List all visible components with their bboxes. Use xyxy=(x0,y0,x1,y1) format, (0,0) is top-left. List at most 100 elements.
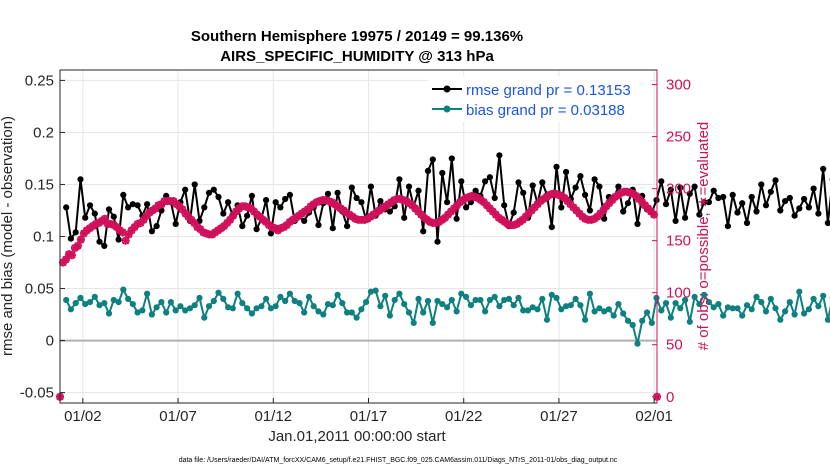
series-0-point-0 xyxy=(63,204,70,211)
series-0-point-86 xyxy=(472,187,479,194)
series-0-point-39 xyxy=(248,192,255,199)
series-0-point-50 xyxy=(301,217,308,224)
series-1-point-38 xyxy=(244,305,251,312)
series-0-point-45 xyxy=(277,204,284,211)
series-1-point-85 xyxy=(467,302,474,309)
series-1-point-100 xyxy=(539,295,546,302)
legend-rmse-label: rmse grand pr = 0.13153 xyxy=(466,82,631,99)
series-0-point-55 xyxy=(324,190,332,197)
series-1-point-67 xyxy=(382,292,389,299)
series-1-point-86 xyxy=(472,296,479,304)
series-1-point-136 xyxy=(710,304,717,311)
series-1-point-6 xyxy=(91,293,98,300)
series-0-point-110 xyxy=(586,207,594,214)
series-1-point-68 xyxy=(386,312,393,319)
series-1-point-20 xyxy=(158,299,165,306)
series-1-point-5 xyxy=(86,299,94,306)
series-1-point-2 xyxy=(72,300,79,307)
series-1-point-130 xyxy=(682,296,689,304)
series-1-point-50 xyxy=(301,309,308,316)
series-0-point-66 xyxy=(377,198,384,205)
series-1-point-0 xyxy=(63,296,70,304)
series-1-point-59 xyxy=(344,309,351,316)
series-1-point-56 xyxy=(329,302,336,309)
series-1-point-45 xyxy=(277,293,284,300)
x-tick-label-2: 01/12 xyxy=(255,408,293,425)
series-0-point-139 xyxy=(724,223,732,230)
series-1-point-142 xyxy=(739,312,746,319)
obs-evaluated-22 xyxy=(121,236,130,245)
series-0-point-133 xyxy=(696,211,703,218)
series-0-point-12 xyxy=(120,191,127,198)
x-tick-label-5: 01/27 xyxy=(540,408,578,425)
series-0-point-132 xyxy=(691,183,698,190)
data-file-footnote: data file: /Users/raeder/DAI/ATM_forcXX/… xyxy=(179,457,618,464)
series-0-point-17 xyxy=(144,201,151,208)
y-right-tick-label-5: 250 xyxy=(666,129,691,146)
series-0-point-4 xyxy=(82,214,89,221)
series-0-point-11 xyxy=(115,236,122,243)
series-0-point-80 xyxy=(444,199,451,206)
series-0-point-42 xyxy=(263,197,270,204)
series-0-point-160 xyxy=(824,219,830,227)
series-0-point-43 xyxy=(267,230,274,237)
series-1-point-101 xyxy=(543,316,551,323)
series-0-point-134 xyxy=(701,199,708,206)
series-1-point-42 xyxy=(263,295,270,302)
series-1-point-132 xyxy=(691,293,698,300)
series-1-point-143 xyxy=(743,302,751,309)
series-0-point-30 xyxy=(205,189,213,196)
series-1-point-47 xyxy=(286,290,293,297)
series-1-point-66 xyxy=(377,303,384,310)
series-0-point-84 xyxy=(463,204,470,211)
series-1-point-127 xyxy=(667,314,674,321)
obs-evaluated-23 xyxy=(124,230,133,239)
series-0-point-95 xyxy=(515,179,522,186)
series-0-point-107 xyxy=(572,184,579,191)
series-1-point-155 xyxy=(801,310,808,317)
series-1-point-148 xyxy=(767,295,774,302)
series-1-point-24 xyxy=(177,303,184,310)
obs-evaluated-15 xyxy=(100,214,109,223)
series-0-point-59 xyxy=(344,223,351,230)
series-1-point-35 xyxy=(229,305,236,312)
series-1-point-102 xyxy=(548,291,555,298)
x-tick-label-3: 01/17 xyxy=(350,408,388,425)
series-1-point-19 xyxy=(153,304,160,311)
series-1-point-121 xyxy=(639,317,646,324)
series-0-point-92 xyxy=(501,202,508,209)
series-0-point-111 xyxy=(591,176,598,183)
series-1-point-28 xyxy=(196,294,203,301)
series-1-point-146 xyxy=(758,299,765,306)
series-1-point-89 xyxy=(486,296,493,304)
series-1-point-156 xyxy=(805,306,813,313)
series-0-point-128 xyxy=(672,217,679,224)
series-1-point-11 xyxy=(115,299,122,306)
series-0-point-60 xyxy=(348,184,355,191)
series-0-point-81 xyxy=(448,155,455,162)
y-right-tick-label-0: 0 xyxy=(666,389,674,406)
series-1-point-108 xyxy=(577,302,584,309)
series-1-point-23 xyxy=(172,307,179,314)
series-1-point-52 xyxy=(310,303,317,310)
series-1-point-22 xyxy=(167,299,174,306)
series-0-point-9 xyxy=(105,206,113,213)
series-0-point-98 xyxy=(529,182,536,189)
series-1-point-32 xyxy=(215,289,222,296)
series-0-point-138 xyxy=(720,193,727,201)
legend-box xyxy=(428,76,650,122)
series-0-point-143 xyxy=(743,219,751,227)
chart-title: Southern Hemisphere 19975 / 20149 = 99.1… xyxy=(191,28,523,45)
series-1-point-110 xyxy=(586,290,594,297)
legend-rmse-marker xyxy=(443,85,451,93)
x-tick-label-0: 01/02 xyxy=(64,408,102,425)
series-1-point-53 xyxy=(315,308,322,315)
series-0-point-25 xyxy=(182,186,189,193)
series-1-point-150 xyxy=(777,316,784,323)
series-0-point-108 xyxy=(577,173,584,180)
obs-evaluated-57 xyxy=(226,215,235,224)
y-axis-label: rmse and bias (model - observation) xyxy=(0,116,16,356)
y-tick-label-3: 0.1 xyxy=(33,229,54,246)
